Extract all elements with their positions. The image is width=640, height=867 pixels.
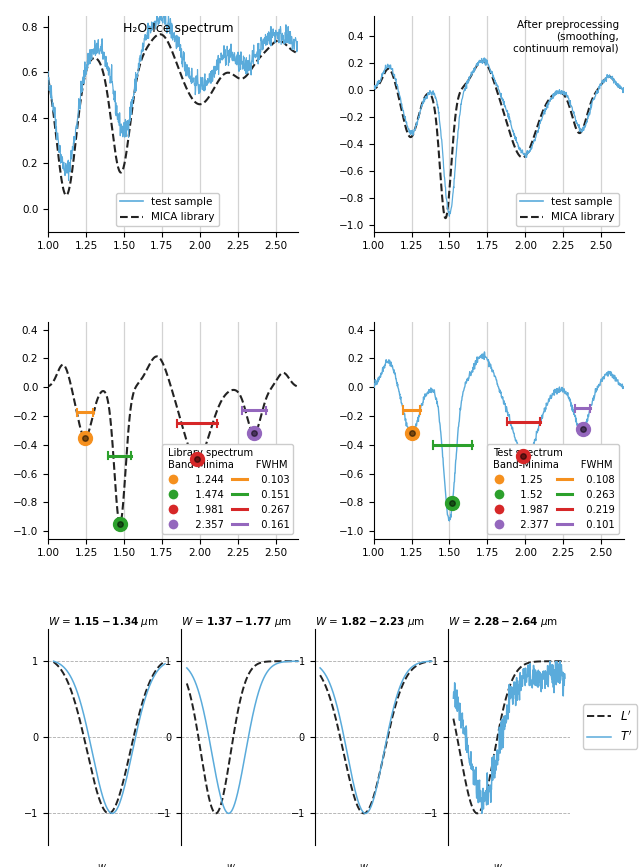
Legend:   1.25,   1.52,   1.987,   2.377,   0.108,   0.263,   0.219,   0.101: 1.25, 1.52, 1.987, 2.377, 0.108, 0.263, … (487, 444, 619, 533)
Text: After preprocessing
(smoothing,
continuum removal): After preprocessing (smoothing, continuu… (513, 20, 619, 53)
Text: $wt^W\!=\!\mathbf{0.1}$: $wt^W\!=\!\mathbf{0.1}$ (83, 863, 136, 867)
Text: H₂O-Ice spectrum: H₂O-Ice spectrum (123, 22, 234, 35)
Text: $wt^W\!=\!\mathbf{0.36}$: $wt^W\!=\!\mathbf{0.36}$ (345, 863, 406, 867)
Legend: test sample, MICA library: test sample, MICA library (516, 193, 619, 226)
Legend:   1.244,   1.474,   1.981,   2.357,   0.103,   0.151,   0.267,   0.161: 1.244, 1.474, 1.981, 2.357, 0.103, 0.151… (162, 444, 293, 533)
Text: $W$ = $\mathbf{1.82-2.23}$ $\mu$m: $W$ = $\mathbf{1.82-2.23}$ $\mu$m (314, 616, 424, 629)
Legend: $L'$, $T'$: $L'$, $T'$ (582, 704, 637, 749)
Legend: test sample, MICA library: test sample, MICA library (116, 193, 219, 226)
Text: $W$ = $\mathbf{1.15-1.34}$ $\mu$m: $W$ = $\mathbf{1.15-1.34}$ $\mu$m (48, 616, 159, 629)
Text: $wt^W\!=\!\mathbf{0.48}$: $wt^W\!=\!\mathbf{0.48}$ (212, 863, 273, 867)
Text: $wt^W\!=\!\mathbf{0.05}$: $wt^W\!=\!\mathbf{0.05}$ (479, 863, 540, 867)
Text: $W$ = $\mathbf{2.28-2.64}$ $\mu$m: $W$ = $\mathbf{2.28-2.64}$ $\mu$m (448, 616, 558, 629)
Text: $W$ = $\mathbf{1.37-1.77}$ $\mu$m: $W$ = $\mathbf{1.37-1.77}$ $\mu$m (181, 616, 292, 629)
